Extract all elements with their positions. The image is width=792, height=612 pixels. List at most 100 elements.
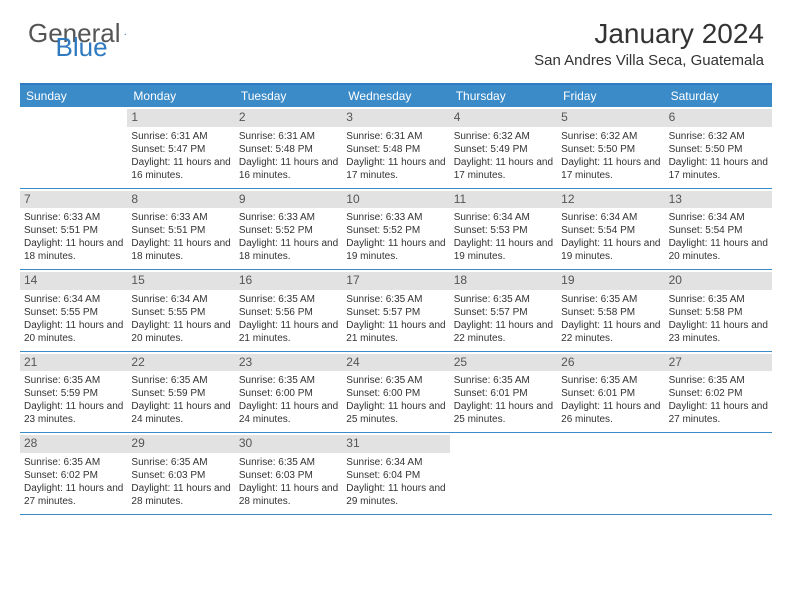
day-cell: 7Sunrise: 6:33 AMSunset: 5:51 PMDaylight… (20, 189, 127, 270)
sunset-line: Sunset: 6:00 PM (346, 387, 445, 400)
daylight-line: Daylight: 11 hours and 28 minutes. (131, 482, 230, 508)
day-cell: 24Sunrise: 6:35 AMSunset: 6:00 PMDayligh… (342, 352, 449, 433)
dow-saturday: Saturday (665, 85, 772, 107)
daylight-line: Daylight: 11 hours and 25 minutes. (454, 400, 553, 426)
day-number (20, 109, 127, 111)
day-number: 16 (235, 272, 342, 290)
daylight-line: Daylight: 11 hours and 28 minutes. (239, 482, 338, 508)
day-cell: 22Sunrise: 6:35 AMSunset: 5:59 PMDayligh… (127, 352, 234, 433)
sunset-line: Sunset: 5:55 PM (24, 306, 123, 319)
sunrise-line: Sunrise: 6:33 AM (346, 211, 445, 224)
day-cell: 21Sunrise: 6:35 AMSunset: 5:59 PMDayligh… (20, 352, 127, 433)
daylight-line: Daylight: 11 hours and 22 minutes. (561, 319, 660, 345)
day-number: 19 (557, 272, 664, 290)
daylight-line: Daylight: 11 hours and 18 minutes. (24, 237, 123, 263)
daylight-line: Daylight: 11 hours and 21 minutes. (239, 319, 338, 345)
sunrise-line: Sunrise: 6:35 AM (346, 374, 445, 387)
sunset-line: Sunset: 6:02 PM (669, 387, 768, 400)
title-block: January 2024 San Andres Villa Seca, Guat… (534, 18, 764, 69)
sunset-line: Sunset: 5:51 PM (24, 224, 123, 237)
day-cell: 1Sunrise: 6:31 AMSunset: 5:47 PMDaylight… (127, 107, 234, 188)
daylight-line: Daylight: 11 hours and 16 minutes. (131, 156, 230, 182)
sunset-line: Sunset: 5:47 PM (131, 143, 230, 156)
daylight-line: Daylight: 11 hours and 20 minutes. (24, 319, 123, 345)
daylight-line: Daylight: 11 hours and 17 minutes. (454, 156, 553, 182)
sunset-line: Sunset: 6:01 PM (454, 387, 553, 400)
sunset-line: Sunset: 5:48 PM (239, 143, 338, 156)
sunrise-line: Sunrise: 6:35 AM (24, 456, 123, 469)
daylight-line: Daylight: 11 hours and 24 minutes. (131, 400, 230, 426)
sunrise-line: Sunrise: 6:33 AM (239, 211, 338, 224)
sunrise-line: Sunrise: 6:33 AM (24, 211, 123, 224)
daylight-line: Daylight: 11 hours and 18 minutes. (131, 237, 230, 263)
day-number: 5 (557, 109, 664, 127)
day-cell: 19Sunrise: 6:35 AMSunset: 5:58 PMDayligh… (557, 270, 664, 351)
day-cell (557, 433, 664, 514)
logo-text-2: Blue (56, 32, 108, 63)
day-number: 9 (235, 191, 342, 209)
week-row: 1Sunrise: 6:31 AMSunset: 5:47 PMDaylight… (20, 107, 772, 189)
sunset-line: Sunset: 5:57 PM (346, 306, 445, 319)
day-cell (20, 107, 127, 188)
day-number: 21 (20, 354, 127, 372)
sunrise-line: Sunrise: 6:32 AM (561, 130, 660, 143)
dow-monday: Monday (127, 85, 234, 107)
week-row: 14Sunrise: 6:34 AMSunset: 5:55 PMDayligh… (20, 270, 772, 352)
daylight-line: Daylight: 11 hours and 24 minutes. (239, 400, 338, 426)
day-number: 20 (665, 272, 772, 290)
day-cell: 15Sunrise: 6:34 AMSunset: 5:55 PMDayligh… (127, 270, 234, 351)
day-number: 31 (342, 435, 449, 453)
week-row: 28Sunrise: 6:35 AMSunset: 6:02 PMDayligh… (20, 433, 772, 515)
sunrise-line: Sunrise: 6:35 AM (454, 374, 553, 387)
calendar: Sunday Monday Tuesday Wednesday Thursday… (20, 83, 772, 515)
day-cell: 29Sunrise: 6:35 AMSunset: 6:03 PMDayligh… (127, 433, 234, 514)
day-cell: 5Sunrise: 6:32 AMSunset: 5:50 PMDaylight… (557, 107, 664, 188)
day-number: 25 (450, 354, 557, 372)
day-number: 2 (235, 109, 342, 127)
sunset-line: Sunset: 6:00 PM (239, 387, 338, 400)
daylight-line: Daylight: 11 hours and 19 minutes. (454, 237, 553, 263)
logo-triangle-icon (124, 27, 127, 41)
day-number: 6 (665, 109, 772, 127)
day-cell: 28Sunrise: 6:35 AMSunset: 6:02 PMDayligh… (20, 433, 127, 514)
day-cell: 9Sunrise: 6:33 AMSunset: 5:52 PMDaylight… (235, 189, 342, 270)
sunset-line: Sunset: 5:52 PM (346, 224, 445, 237)
month-title: January 2024 (534, 18, 764, 50)
daylight-line: Daylight: 11 hours and 17 minutes. (561, 156, 660, 182)
sunrise-line: Sunrise: 6:35 AM (24, 374, 123, 387)
sunrise-line: Sunrise: 6:34 AM (454, 211, 553, 224)
day-number: 28 (20, 435, 127, 453)
sunrise-line: Sunrise: 6:35 AM (131, 456, 230, 469)
sunset-line: Sunset: 5:59 PM (131, 387, 230, 400)
day-number: 26 (557, 354, 664, 372)
sunset-line: Sunset: 5:59 PM (24, 387, 123, 400)
sunrise-line: Sunrise: 6:34 AM (669, 211, 768, 224)
sunset-line: Sunset: 6:03 PM (239, 469, 338, 482)
daylight-line: Daylight: 11 hours and 27 minutes. (669, 400, 768, 426)
dow-tuesday: Tuesday (235, 85, 342, 107)
sunrise-line: Sunrise: 6:35 AM (131, 374, 230, 387)
day-number: 15 (127, 272, 234, 290)
day-number: 17 (342, 272, 449, 290)
sunset-line: Sunset: 5:58 PM (561, 306, 660, 319)
day-number: 18 (450, 272, 557, 290)
sunrise-line: Sunrise: 6:32 AM (669, 130, 768, 143)
sunrise-line: Sunrise: 6:31 AM (239, 130, 338, 143)
day-number: 12 (557, 191, 664, 209)
header: General Blue January 2024 San Andres Vil… (0, 0, 792, 75)
sunset-line: Sunset: 5:57 PM (454, 306, 553, 319)
week-row: 7Sunrise: 6:33 AMSunset: 5:51 PMDaylight… (20, 189, 772, 271)
daylight-line: Daylight: 11 hours and 20 minutes. (131, 319, 230, 345)
location-label: San Andres Villa Seca, Guatemala (534, 52, 764, 69)
sunrise-line: Sunrise: 6:34 AM (561, 211, 660, 224)
day-cell: 14Sunrise: 6:34 AMSunset: 5:55 PMDayligh… (20, 270, 127, 351)
daylight-line: Daylight: 11 hours and 25 minutes. (346, 400, 445, 426)
day-number: 30 (235, 435, 342, 453)
day-number: 14 (20, 272, 127, 290)
sunrise-line: Sunrise: 6:35 AM (669, 374, 768, 387)
daylight-line: Daylight: 11 hours and 23 minutes. (669, 319, 768, 345)
day-number (557, 435, 664, 437)
daylight-line: Daylight: 11 hours and 19 minutes. (561, 237, 660, 263)
dow-friday: Friday (557, 85, 664, 107)
sunrise-line: Sunrise: 6:34 AM (346, 456, 445, 469)
